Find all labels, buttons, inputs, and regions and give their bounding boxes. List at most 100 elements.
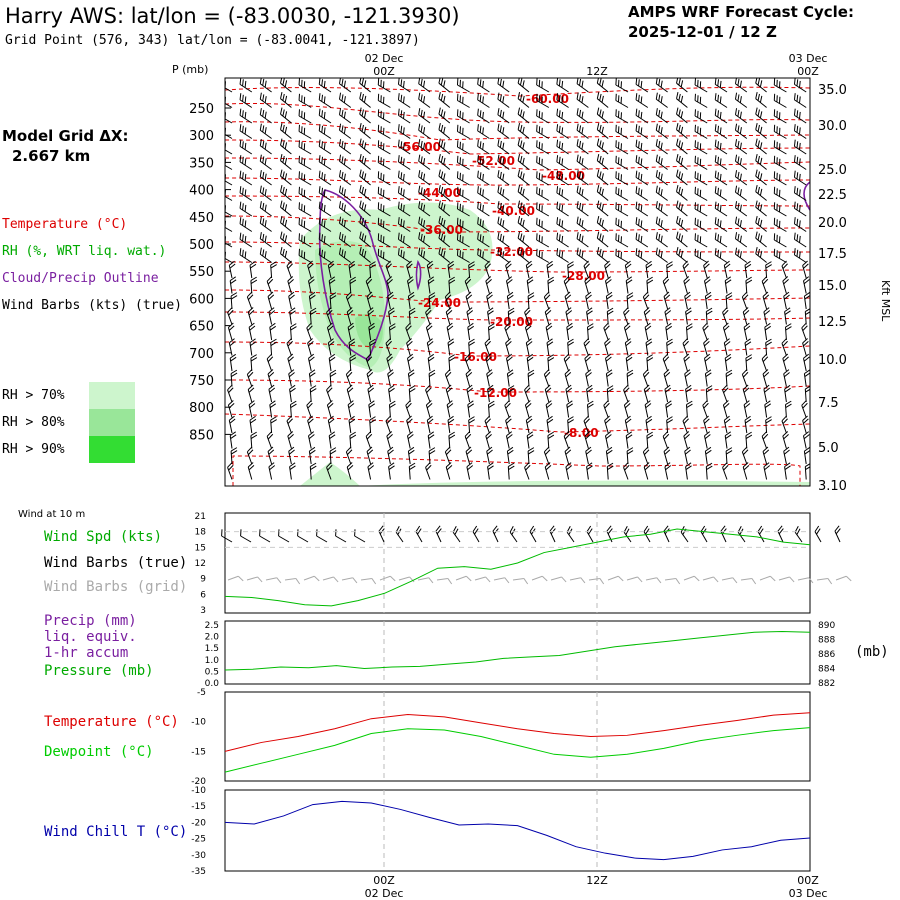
wind-barb [734, 232, 748, 248]
wind-barb [425, 384, 432, 403]
wind-barb [665, 322, 673, 341]
wind-barb [547, 354, 555, 372]
wind-barb [447, 415, 455, 434]
wind-barb [387, 291, 394, 310]
wind-chill-tick-label: -10 [191, 786, 206, 796]
wind-barb [225, 96, 233, 108]
legend-pressure: Pressure (mb) [44, 663, 154, 679]
wind-barb [397, 93, 411, 108]
wind-barb [386, 276, 393, 294]
wind-barb [327, 415, 335, 434]
wind-barb [626, 292, 634, 310]
wind-barb [298, 155, 312, 170]
wind-barb [583, 415, 590, 434]
cross-section-wind-barbs [225, 78, 810, 480]
wind-barb [436, 577, 453, 585]
pressure-tick-label: 890 [818, 621, 835, 631]
wind-barb [338, 123, 352, 139]
pressure-tick-label: 884 [818, 665, 835, 675]
rh-legend-70: RH > 70% [2, 388, 65, 403]
wind-barb [517, 154, 530, 170]
wind-barb [466, 384, 474, 403]
wind-barb [642, 291, 650, 310]
wind-barb [635, 155, 649, 170]
wind-barb [743, 322, 751, 341]
wind-barb [345, 369, 353, 387]
wind-barb [596, 78, 609, 93]
wind-barb [761, 431, 769, 449]
wind-barb [744, 415, 752, 434]
time-axis-top: 02 Dec 03 Dec 00Z 12Z 00Z [365, 52, 828, 78]
wind-barb [397, 124, 411, 139]
wind-barb [606, 462, 614, 480]
wind-speed-ticks: 21 18 15 12 9 6 3 [195, 512, 207, 616]
wind-barb [615, 202, 629, 217]
wind-barb [759, 575, 776, 582]
wind-barb [349, 354, 357, 372]
wind-barb [643, 307, 651, 325]
wind-barb [734, 92, 748, 108]
wind-barb [329, 292, 337, 310]
isotherm-label: -16.00 [454, 350, 497, 364]
wind-barb [497, 123, 510, 139]
wind-barb [338, 247, 352, 263]
wind-barb [259, 529, 271, 543]
wind-barb [565, 462, 573, 480]
wind-barb [509, 526, 518, 543]
wind-barb [280, 216, 292, 232]
precip-tick-label: 2.5 [205, 621, 219, 631]
wind-barb [448, 276, 456, 294]
precip-panel-frame [224, 620, 811, 685]
wind-barb [793, 78, 807, 93]
wind-barb [643, 525, 651, 543]
wind-barb [405, 400, 412, 418]
wind-barb [239, 217, 253, 232]
wind-barb [329, 369, 337, 387]
wind-barb [512, 577, 529, 585]
wind-barb [517, 216, 530, 232]
wind-barb [662, 276, 670, 294]
wind-barb [239, 93, 253, 108]
wind-barb [298, 140, 312, 155]
wind-barb [676, 216, 688, 232]
wind-barb [536, 217, 550, 232]
wind-barb [468, 261, 475, 279]
wind-barb [377, 109, 391, 124]
wind-barb [377, 186, 391, 201]
wind-barb [714, 170, 728, 186]
wind-barb [306, 400, 313, 418]
wind-barb [298, 78, 312, 93]
wind-barb [298, 202, 312, 217]
wind-barb [465, 291, 473, 310]
wind-barb [663, 446, 671, 465]
wind-barb [773, 109, 787, 124]
height-axis-label: Kft MSL [879, 280, 892, 322]
wind-barb [793, 248, 807, 263]
wind-barb [576, 247, 589, 263]
wind-barb [615, 171, 629, 186]
wind-barb [438, 92, 451, 108]
pressure-tick-label: 888 [818, 636, 835, 646]
wind-barb [225, 189, 233, 201]
wind-barb [723, 415, 731, 434]
wind-barb [604, 260, 611, 279]
wind-barb [369, 338, 376, 356]
wind-barb [466, 462, 474, 480]
wind-barb [556, 93, 569, 108]
wind-barb [259, 123, 272, 139]
wind-barb [694, 93, 708, 108]
wind-barb [524, 462, 531, 480]
wind-barb [280, 92, 292, 108]
wind-barb [704, 291, 712, 310]
wind-chill-tick-label: -30 [191, 851, 206, 861]
wind-barb [525, 260, 533, 279]
pressure-tick-label: 600 [189, 292, 214, 307]
isotherm-label: -56.00 [398, 140, 441, 154]
wind-barb [359, 154, 371, 170]
wind-barb [755, 123, 767, 139]
height-tick-label: 7.5 [818, 396, 839, 411]
wind-barb [280, 185, 292, 201]
wind-barb [777, 525, 784, 543]
wind-barb [477, 93, 490, 108]
wind-barb [734, 216, 748, 232]
